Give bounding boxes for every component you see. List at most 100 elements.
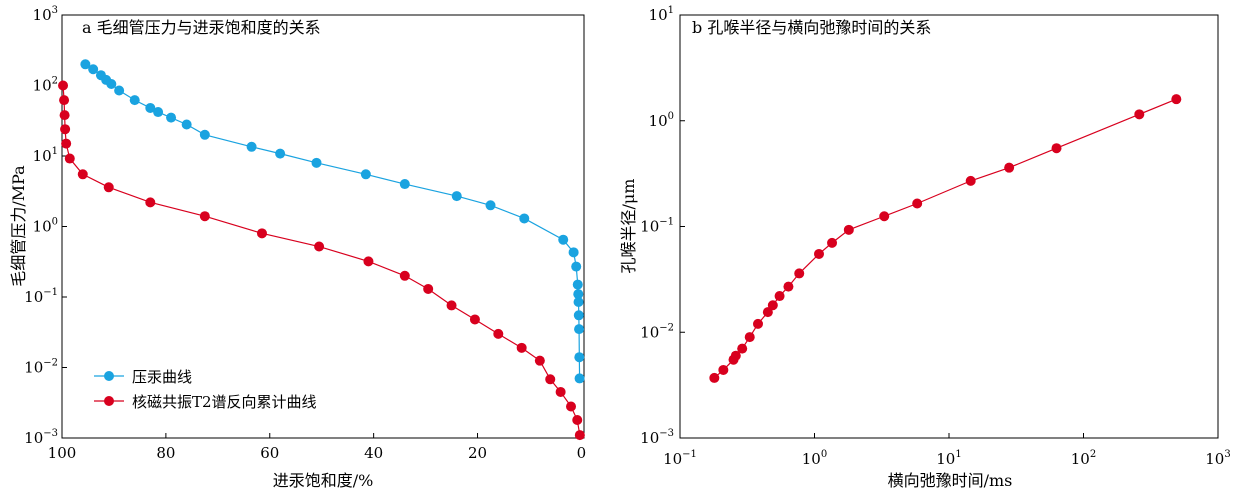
y-tick-label: 10−1 <box>640 217 674 236</box>
series-line-b0 <box>713 98 1177 379</box>
data-point <box>516 342 527 353</box>
data-point <box>363 256 374 267</box>
data-point <box>574 430 585 441</box>
data-point <box>77 169 88 180</box>
data-point <box>571 261 582 272</box>
chart-b: b 孔喉半径与横向弛豫时间的关系 横向弛豫时间/ms 孔喉半径/μm 10−1 1… <box>619 5 1231 490</box>
data-point <box>64 153 75 164</box>
data-point <box>1004 162 1015 173</box>
chart-b-series <box>709 94 1182 383</box>
data-point <box>573 310 584 321</box>
chart-b-x-ticks: 10−1 100 101 102 103 <box>663 433 1231 468</box>
chart-b-frame <box>679 14 1219 439</box>
data-point <box>360 169 371 180</box>
y-tick-label: 10−1 <box>24 287 58 306</box>
data-point <box>311 157 322 168</box>
chart-b-y-axis-label: 孔喉半径/μm <box>619 179 638 274</box>
chart-b-x-axis-label: 横向弛豫时间/ms <box>888 471 1013 490</box>
data-point <box>752 318 763 329</box>
data-point <box>574 352 585 363</box>
x-tick-label: 60 <box>260 444 279 462</box>
data-point <box>545 374 556 385</box>
data-point <box>572 279 583 290</box>
data-point <box>709 372 720 383</box>
legend-label-nmr: 核磁共振T2谱反向累计曲线 <box>132 393 317 411</box>
data-point <box>145 197 156 208</box>
data-point <box>129 95 140 106</box>
data-point <box>103 182 114 193</box>
data-point <box>399 270 410 281</box>
y-tick-label: 10−2 <box>24 358 58 377</box>
data-point <box>558 234 569 245</box>
y-tick-label: 10−3 <box>640 428 674 447</box>
data-point <box>555 386 566 397</box>
data-point <box>767 300 778 311</box>
data-point <box>737 343 748 354</box>
data-point <box>60 124 71 135</box>
data-point <box>1171 94 1182 105</box>
data-point <box>106 79 117 90</box>
data-point <box>912 198 923 209</box>
data-point <box>246 141 257 152</box>
data-point <box>275 148 286 159</box>
x-tick-label: 20 <box>468 444 487 462</box>
data-point <box>783 281 794 292</box>
data-point <box>58 80 69 91</box>
x-tick-label: 103 <box>1205 449 1230 468</box>
data-point <box>80 59 91 70</box>
data-point <box>485 200 496 211</box>
data-point <box>718 364 729 375</box>
data-point <box>59 110 70 121</box>
data-point <box>574 324 585 335</box>
data-point <box>181 119 192 130</box>
data-point <box>774 291 785 302</box>
legend-marker-nmr <box>104 396 114 406</box>
data-point <box>827 237 838 248</box>
x-tick-label: 40 <box>364 444 383 462</box>
data-point <box>730 350 741 361</box>
x-tick-label: 100 <box>802 449 827 468</box>
x-tick-label: 10−1 <box>663 449 697 468</box>
data-point <box>493 328 504 339</box>
data-point <box>534 355 545 366</box>
y-tick-label: 10−3 <box>24 428 58 447</box>
data-point <box>762 307 773 318</box>
data-point <box>574 373 585 384</box>
chart-b-y-ticks: 10−3 10−2 10−1 100 101 <box>640 5 685 447</box>
data-point <box>88 64 99 75</box>
data-point <box>114 85 125 96</box>
y-tick-label: 102 <box>33 76 58 95</box>
legend-marker-mercury <box>104 371 114 381</box>
y-tick-label: 100 <box>649 111 674 130</box>
data-point <box>573 289 584 300</box>
data-point <box>451 191 462 202</box>
data-point <box>199 211 210 222</box>
data-point <box>59 95 70 106</box>
data-point <box>199 129 210 140</box>
data-point <box>153 107 164 118</box>
y-tick-label: 101 <box>33 146 58 165</box>
y-tick-label: 103 <box>33 5 58 24</box>
data-point <box>519 213 530 224</box>
x-tick-label: 0 <box>577 444 587 462</box>
data-point <box>61 138 72 149</box>
x-tick-label: 80 <box>156 444 175 462</box>
x-tick-label: 101 <box>936 449 961 468</box>
data-point <box>314 241 325 252</box>
data-point <box>1134 109 1145 120</box>
data-point <box>843 224 854 235</box>
chart-a-title: a 毛细管压力与进汞饱和度的关系 <box>82 18 321 37</box>
chart-a-series <box>58 59 585 441</box>
data-point <box>965 175 976 186</box>
chart-a-y-axis-label: 毛细管压力/MPa <box>9 165 28 287</box>
data-point <box>813 248 824 259</box>
data-point <box>794 268 805 279</box>
y-tick-label: 101 <box>649 5 674 24</box>
data-point <box>423 283 434 294</box>
legend-label-mercury: 压汞曲线 <box>132 368 192 386</box>
data-point <box>166 112 177 123</box>
data-point <box>572 415 583 426</box>
data-point <box>573 296 584 307</box>
chart-a-legend: 压汞曲线 核磁共振T2谱反向累计曲线 <box>94 368 317 411</box>
